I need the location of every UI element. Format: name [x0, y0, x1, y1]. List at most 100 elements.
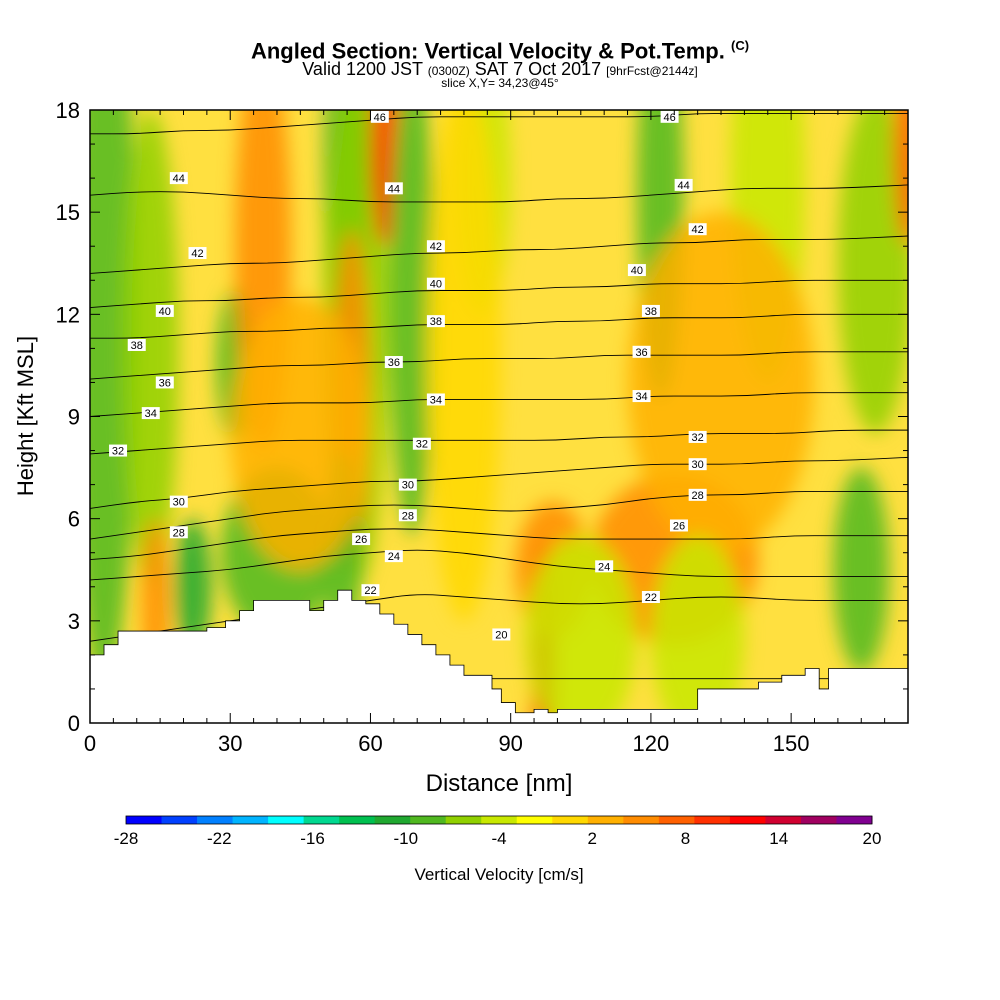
contour-42: [90, 235, 908, 274]
x-tick-label: 30: [218, 731, 242, 756]
y-tick-label: 18: [56, 98, 80, 123]
contour-label: 24: [384, 550, 403, 563]
contour-label-text: 44: [173, 173, 185, 185]
contour-label: 42: [688, 223, 707, 236]
contour-label-bg: [632, 390, 651, 403]
contour-label-text: 34: [430, 394, 442, 406]
contour-label-text: 42: [191, 248, 203, 260]
contour-label-text: 36: [388, 357, 400, 369]
contour-label: 34: [141, 407, 160, 420]
contour-22: [90, 594, 908, 642]
velocity-feature: [627, 212, 815, 553]
contour-label-text: 40: [430, 279, 442, 291]
x-tick-label: 90: [498, 731, 522, 756]
contour-36: [90, 351, 908, 380]
y-tick-label: 15: [56, 200, 80, 225]
contour-label-text: 20: [495, 629, 507, 641]
colorbar-swatch: [126, 816, 163, 824]
contour-label-bg: [688, 488, 707, 501]
contour-label-text: 36: [159, 377, 171, 389]
contour-label-bg: [595, 560, 614, 573]
colorbar-swatch: [836, 816, 873, 824]
contour-label-bg: [674, 178, 693, 191]
contour-34: [90, 392, 908, 417]
contour-label: 32: [688, 430, 707, 444]
contour-label: 44: [674, 178, 693, 192]
colorbar-tick-label: 14: [769, 829, 788, 848]
y-axis-label: Height [Kft MSL]: [13, 336, 38, 496]
contour-label-bg: [155, 376, 174, 389]
contour-label: 34: [426, 393, 445, 406]
contour-label-text: 36: [635, 347, 647, 359]
contour-label-bg: [426, 393, 445, 406]
contour-label-text: 32: [112, 446, 124, 458]
colorbar-swatch: [303, 816, 340, 824]
contour-label: 30: [688, 458, 707, 471]
colorbar-tick-label: 20: [863, 829, 882, 848]
colorbar-swatch: [800, 816, 837, 824]
contour-label: 28: [169, 526, 188, 539]
contour-label-bg: [155, 304, 174, 317]
colorbar-tick-label: 2: [588, 829, 597, 848]
x-axis: 0 30 60 90 120 150: [84, 110, 909, 756]
contour-label-text: 24: [388, 551, 400, 563]
contour-label-bg: [398, 478, 417, 491]
contour-label-text: 28: [402, 510, 414, 522]
contour-label-bg: [627, 264, 646, 277]
colorbar-swatch: [623, 816, 660, 824]
velocity-feature: [122, 110, 179, 587]
contour-40: [90, 279, 908, 308]
contour-label-text: 44: [388, 183, 400, 195]
contour-labels: 46 46 44 44 44 42 42 42 40 40 40 38 38 38 36 36 36 34 34 34…: [109, 110, 707, 641]
contour-label-bg: [109, 444, 128, 457]
contour-label-bg: [669, 519, 688, 532]
colorbar-tick-label: -16: [300, 829, 325, 848]
contour-label: 46: [370, 110, 389, 124]
contour-label-bg: [641, 304, 660, 317]
colorbar-swatch: [552, 816, 589, 824]
contour-label-bg: [188, 247, 207, 260]
contour-label-text: 32: [692, 432, 704, 444]
colorbar-frame: [125, 815, 873, 825]
contour-label: 32: [109, 444, 128, 458]
chart-title: Angled Section: Vertical Velocity & Pot.…: [250, 38, 750, 64]
contour-label-text: 28: [173, 527, 185, 539]
colorbar-tick-label: -10: [393, 829, 418, 848]
y-tick-label: 6: [68, 507, 80, 532]
contour-label-text: 38: [131, 340, 143, 352]
contour-label: 42: [188, 247, 207, 260]
velocity-feature: [230, 297, 371, 570]
colorbar-swatch: [729, 816, 766, 824]
contour-label-bg: [426, 240, 445, 253]
contour-label: 44: [384, 182, 403, 195]
slice-info: slice X,Y= 34,23@45°: [441, 76, 559, 90]
colorbar-tick-label: 8: [681, 829, 690, 848]
contour-label-bg: [641, 590, 660, 603]
contour-label-bg: [688, 458, 707, 471]
contour-label-bg: [169, 526, 188, 539]
y-tick-label: 3: [68, 609, 80, 634]
contour-label-text: 30: [402, 480, 414, 492]
contour-label-text: 34: [145, 408, 157, 420]
contour-label: 26: [669, 519, 688, 532]
contour-label-bg: [169, 172, 188, 185]
contour-label-text: 42: [430, 241, 442, 253]
contour-label: 22: [361, 584, 380, 597]
colorbar-swatch: [268, 816, 305, 824]
contour-label-text: 26: [355, 534, 367, 546]
contour-label: 42: [426, 240, 445, 253]
contour-label-bg: [632, 345, 651, 358]
velocity-feature: [524, 535, 637, 723]
contour-label-bg: [361, 584, 380, 597]
contour-label-text: 24: [598, 561, 610, 573]
contour-label-bg: [426, 315, 445, 328]
contour-label: 30: [398, 478, 417, 492]
colorbar-label: Vertical Velocity [cm/s]: [414, 865, 583, 884]
x-axis-label: Distance [nm]: [426, 770, 573, 797]
contour-label-bg: [398, 509, 417, 522]
plot-area: 46 46 44 44 44 42 42 42 40 40 40 38 38 38 36 36 36 34 34 34…: [90, 110, 908, 723]
contour-label-text: 22: [364, 585, 376, 597]
velocity-feature: [426, 110, 502, 621]
contour-label-text: 30: [173, 497, 185, 509]
contour-label-text: 46: [663, 112, 675, 124]
